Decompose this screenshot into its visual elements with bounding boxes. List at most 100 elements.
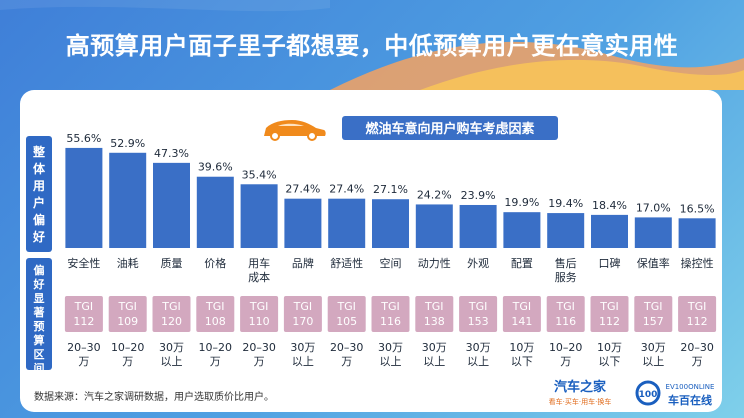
tgi-value: 170 <box>292 315 313 328</box>
category-label: 操控性 <box>681 256 714 270</box>
budget-label: 10–20 <box>549 341 583 354</box>
tgi-prefix: TGI <box>424 300 444 313</box>
tgi-value: 112 <box>687 315 708 328</box>
category-label: 油耗 <box>117 256 139 270</box>
tgi-prefix: TGI <box>161 300 181 313</box>
bar <box>240 184 278 248</box>
side-label-bottom-char: 间 <box>34 362 45 375</box>
budget-label: 30万 <box>641 341 666 354</box>
tgi-value: 108 <box>205 315 226 328</box>
budget-label: 10万 <box>597 341 622 354</box>
bar-value-label: 17.0% <box>636 201 671 214</box>
side-label-bottom-char: 著 <box>34 305 45 319</box>
budget-label: 万 <box>341 355 352 368</box>
tgi-value: 116 <box>555 315 576 328</box>
bar-value-label: 19.4% <box>548 197 583 210</box>
category-label: 质量 <box>161 257 183 270</box>
tgi-box <box>108 296 147 332</box>
bar <box>196 176 234 248</box>
budget-label: 30万 <box>378 341 403 354</box>
budget-label: 万 <box>210 355 221 368</box>
side-label-top-char: 整 <box>32 144 45 159</box>
budget-label: 20–30 <box>67 341 101 354</box>
side-label-bottom-char: 区 <box>34 348 45 361</box>
tgi-prefix: TGI <box>249 300 269 313</box>
tgi-value: 112 <box>73 315 94 328</box>
category-label: 品牌 <box>292 256 314 270</box>
bar-value-label: 18.4% <box>592 199 627 212</box>
tgi-box <box>546 296 585 332</box>
side-label-top-char: 偏 <box>33 212 45 227</box>
budget-label: 30万 <box>159 341 184 354</box>
tgi-value: 138 <box>424 315 445 328</box>
budget-label: 20–30 <box>330 341 364 354</box>
tgi-prefix: TGI <box>205 300 225 313</box>
tgi-box <box>678 296 717 332</box>
category-label: 口碑 <box>599 257 621 270</box>
category-label: 舒适性 <box>330 256 363 270</box>
logo-evcar: EV100ONLINE <box>666 383 715 391</box>
tgi-box <box>590 296 629 332</box>
category-label: 空间 <box>380 256 402 270</box>
tgi-box <box>64 296 103 332</box>
tgi-prefix: TGI <box>380 300 400 313</box>
budget-label: 以下 <box>511 355 533 368</box>
tgi-value: 157 <box>643 315 664 328</box>
tgi-box <box>240 296 279 332</box>
tgi-value: 105 <box>336 315 357 328</box>
category-label: 动力性 <box>418 256 451 270</box>
chart-card: 燃油车意向用户购车考虑因素整体用户偏好偏好显著预算区间 55.6% 安全性 TGI 11… <box>20 90 722 412</box>
budget-label: 20–30 <box>242 341 276 354</box>
budget-label: 万 <box>122 355 133 368</box>
bar-value-label: 27.4% <box>329 183 364 196</box>
headline: 高预算用户面子里子都想要，中低预算用户更在意实用性 <box>65 32 679 60</box>
bar <box>65 147 103 248</box>
budget-label: 10万 <box>509 341 534 354</box>
chart-title: 燃油车意向用户购车考虑因素 <box>365 121 534 137</box>
bar-value-label: 19.9% <box>504 196 539 209</box>
bar <box>328 198 366 248</box>
side-label-bottom-box <box>26 258 52 370</box>
category-label: 安全性 <box>67 256 100 270</box>
side-label-top-char: 好 <box>32 229 45 244</box>
category-label: 价格 <box>204 256 226 270</box>
tgi-value: 109 <box>117 315 138 328</box>
bar-value-label: 27.4% <box>285 183 320 196</box>
logo-autohome-sub: 看车·买车·用车·换车 <box>549 397 612 406</box>
tgi-box <box>502 296 541 332</box>
bar <box>591 214 628 248</box>
budget-label: 以上 <box>467 355 489 368</box>
bar <box>372 199 409 248</box>
bar <box>153 162 190 248</box>
category-label: 服务 <box>555 271 577 284</box>
tgi-value: 110 <box>249 315 270 328</box>
side-label-bottom-char: 显 <box>34 292 45 305</box>
category-label: 售后 <box>555 256 577 270</box>
side-label-top-char: 用 <box>32 179 45 193</box>
logo-evcar-ring <box>635 380 661 406</box>
logo-evcar-cn: 车百在线 <box>668 393 712 407</box>
bar-value-label: 27.1% <box>373 183 408 196</box>
bar-value-label: 47.3% <box>154 147 189 160</box>
bar <box>284 198 322 248</box>
budget-label: 10–20 <box>199 341 233 354</box>
tgi-box <box>327 296 366 332</box>
side-label-bottom-char: 好 <box>33 277 45 291</box>
tgi-prefix: TGI <box>512 300 532 313</box>
side-label-bottom-char: 预 <box>34 319 45 333</box>
chart-title-box <box>342 116 558 140</box>
budget-label: 以上 <box>292 355 314 368</box>
category-label: 成本 <box>248 270 270 284</box>
tgi-box <box>459 296 498 332</box>
side-label-top-box <box>26 136 52 252</box>
tgi-value: 141 <box>511 315 532 328</box>
tgi-prefix: TGI <box>599 300 619 313</box>
budget-label: 万 <box>78 355 89 368</box>
bar-value-label: 39.6% <box>198 161 233 174</box>
budget-label: 以下 <box>599 355 621 368</box>
tgi-box <box>152 296 191 332</box>
tgi-prefix: TGI <box>336 300 356 313</box>
budget-label: 30万 <box>290 341 315 354</box>
